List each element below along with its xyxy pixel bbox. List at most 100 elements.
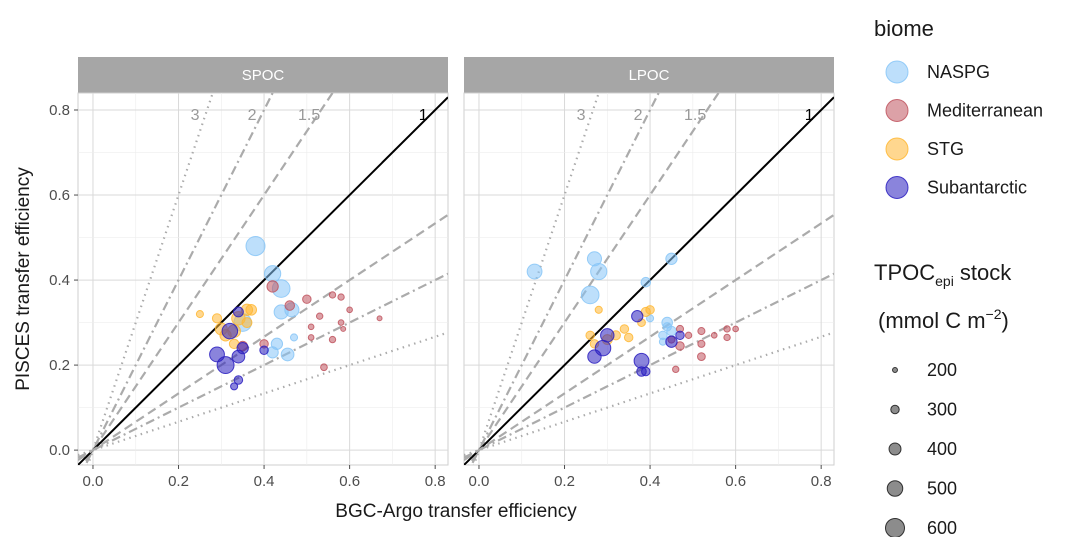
y-tick-label: 0.4 bbox=[49, 272, 70, 289]
data-point-mediterranean bbox=[328, 335, 337, 344]
size-legend-label: 200 bbox=[927, 360, 957, 380]
scatter-points bbox=[195, 236, 383, 391]
reference-line-labels: 3 2 1.5 1 bbox=[191, 107, 428, 124]
reference-line-0-6667 bbox=[78, 213, 448, 461]
reference-line-label: 3 bbox=[191, 107, 200, 124]
data-point-subantarctic bbox=[221, 322, 239, 340]
data-point-naspg bbox=[266, 346, 279, 359]
x-tick-label: 0.2 bbox=[554, 473, 575, 490]
reference-line-label: 1 bbox=[419, 107, 428, 124]
data-point-mediterranean bbox=[307, 334, 315, 341]
reference-line-0-3333 bbox=[78, 331, 448, 457]
data-point-subantarctic bbox=[631, 310, 644, 323]
reference-line-1 bbox=[78, 96, 448, 465]
data-point-mediterranean bbox=[672, 365, 680, 374]
reference-line-2 bbox=[470, 93, 660, 465]
data-point-mediterranean bbox=[320, 363, 328, 372]
x-tick-label: 0.6 bbox=[725, 473, 746, 490]
legend-key-mediterranean bbox=[885, 99, 909, 122]
size-legend-entries: 200 300 400 500 600 bbox=[884, 360, 957, 537]
x-tick-label: 0.4 bbox=[640, 473, 661, 490]
x-tick-label: 0.0 bbox=[469, 473, 490, 490]
data-point-naspg bbox=[662, 322, 672, 332]
data-point-subantarctic bbox=[230, 382, 239, 391]
data-point-stg bbox=[195, 310, 204, 319]
legend-key-stg bbox=[885, 137, 909, 161]
data-point-subantarctic bbox=[236, 341, 249, 355]
data-point-mediterranean bbox=[732, 325, 739, 333]
data-point-subantarctic bbox=[233, 375, 244, 385]
data-point-stg bbox=[594, 305, 603, 314]
size-legend-label: 500 bbox=[927, 479, 957, 499]
data-point-mediterranean bbox=[266, 280, 279, 293]
size-legend-key bbox=[892, 367, 898, 373]
data-point-naspg bbox=[264, 265, 282, 283]
facet-strip-label: SPOC bbox=[242, 67, 285, 84]
facet-strip-label: LPOC bbox=[629, 67, 670, 84]
data-point-mediterranean bbox=[710, 331, 718, 339]
data-point-naspg bbox=[526, 263, 543, 280]
data-point-mediterranean bbox=[284, 300, 296, 311]
data-point-mediterranean bbox=[328, 291, 337, 299]
reference-line-label: 1.5 bbox=[684, 107, 706, 124]
x-tick-label: 0.0 bbox=[83, 473, 104, 490]
x-tick-labels: 0.0 0.2 0.4 0.6 0.8 bbox=[83, 465, 446, 490]
data-point-subantarctic bbox=[665, 335, 678, 348]
y-tick-label: 0.8 bbox=[49, 102, 70, 119]
size-legend-unit: (mmol C m−2) bbox=[878, 306, 1009, 333]
x-tick-label: 0.8 bbox=[811, 473, 832, 490]
data-point-stg bbox=[241, 317, 253, 329]
data-point-subantarctic bbox=[232, 306, 244, 318]
reference-line-label: 1.5 bbox=[298, 107, 320, 124]
size-legend-title-subscript: epi bbox=[935, 273, 954, 289]
data-point-subantarctic bbox=[259, 345, 269, 355]
reference-line-0-5 bbox=[464, 272, 834, 459]
data-point-subantarctic bbox=[216, 356, 235, 375]
x-tick-label: 0.8 bbox=[425, 473, 446, 490]
color-legend-title: biome bbox=[874, 16, 934, 41]
reference-line-0-6667 bbox=[464, 213, 834, 461]
data-point-stg bbox=[623, 332, 634, 343]
x-tick-label: 0.6 bbox=[339, 473, 360, 490]
data-point-naspg bbox=[590, 262, 608, 281]
data-point-stg bbox=[645, 305, 655, 315]
data-point-naspg bbox=[665, 252, 678, 265]
reference-lines bbox=[78, 93, 448, 465]
data-point-naspg bbox=[580, 285, 600, 305]
x-tick-labels: 0.0 0.2 0.4 0.6 0.8 bbox=[469, 465, 832, 490]
reference-line-label: 2 bbox=[634, 107, 643, 124]
reference-line-2 bbox=[84, 93, 274, 465]
size-legend-title: TPOCepi stock bbox=[874, 260, 1012, 289]
reference-line-0-3333 bbox=[464, 331, 834, 457]
data-point-mediterranean bbox=[376, 315, 383, 322]
data-point-stg bbox=[585, 330, 595, 341]
x-tick-label: 0.2 bbox=[168, 473, 189, 490]
data-point-mediterranean bbox=[697, 327, 706, 336]
x-tick-label: 0.4 bbox=[254, 473, 275, 490]
reference-line-label: 1 bbox=[805, 107, 814, 124]
facet-strip-lpoc bbox=[464, 57, 834, 93]
reference-line-label: 2 bbox=[248, 107, 257, 124]
scatter-points bbox=[526, 251, 739, 377]
data-point-mediterranean bbox=[684, 331, 693, 340]
data-point-mediterranean bbox=[337, 319, 345, 326]
size-legend-label: 300 bbox=[927, 400, 957, 420]
size-legend-key bbox=[888, 442, 902, 456]
data-point-stg bbox=[245, 304, 258, 316]
reference-line-labels: 3 2 1.5 1 bbox=[577, 107, 814, 124]
data-point-naspg bbox=[646, 314, 655, 323]
reference-line-0-5 bbox=[78, 272, 448, 459]
reference-line-label: 3 bbox=[577, 107, 586, 124]
y-tick-labels: 0.0 0.2 0.4 0.6 0.8 bbox=[49, 102, 78, 459]
data-point-naspg bbox=[289, 333, 299, 342]
data-point-mediterranean bbox=[723, 325, 731, 333]
facet-panel-spoc: SPOC 3 2 1.5 1 0.0 0.2 0.4 0.6 0.8 0.00.20.40.6… bbox=[49, 57, 449, 490]
size-legend-key bbox=[884, 517, 906, 537]
data-point-mediterranean bbox=[337, 293, 345, 301]
data-point-mediterranean bbox=[302, 294, 312, 304]
color-legend-entries: NASPG Mediterranean STG Subantarctic bbox=[885, 60, 1043, 199]
size-legend-key bbox=[886, 480, 904, 497]
data-point-subantarctic bbox=[675, 330, 685, 341]
data-point-naspg bbox=[280, 347, 295, 362]
